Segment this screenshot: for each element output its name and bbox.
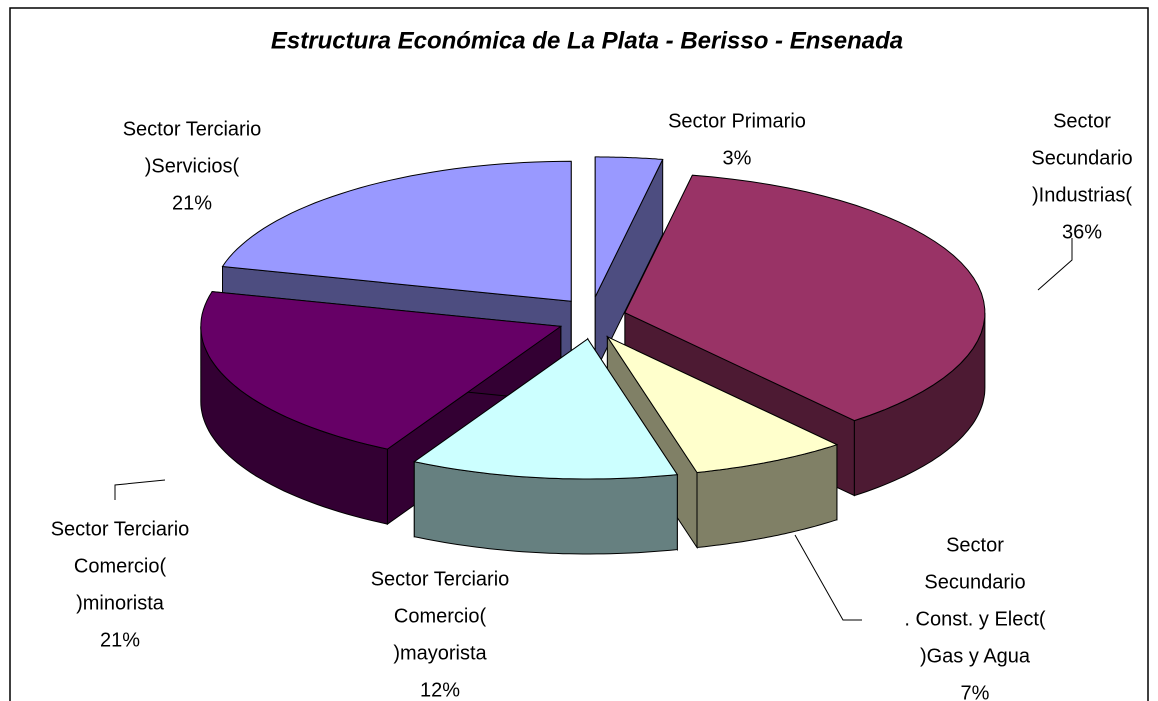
- leader-line: [1037, 238, 1073, 291]
- data-label: Sector: [946, 534, 1004, 556]
- data-label: . Const. y Elect(: [904, 608, 1045, 630]
- chart-title: Estructura Económica de La Plata - Beris…: [271, 27, 903, 54]
- data-label: Sector Primario: [668, 110, 806, 132]
- data-label: Secundario: [924, 571, 1025, 593]
- slice: [200, 291, 563, 450]
- pie: [200, 156, 986, 555]
- data-label: )mayorista: [393, 642, 487, 664]
- labels: Sector Primario 3% Sector Secundario )Indust…: [51, 110, 1133, 701]
- data-label: 21%: [100, 629, 140, 651]
- data-label: )Gas y Agua: [920, 645, 1031, 667]
- data-label: Sector Terciario: [123, 118, 262, 140]
- data-label: 36%: [1062, 221, 1102, 243]
- slice: [606, 335, 839, 474]
- data-label: )minorista: [76, 592, 165, 614]
- data-label: Comercio(: [394, 605, 487, 627]
- slice: [221, 160, 572, 302]
- data-label: Sector: [1053, 110, 1111, 132]
- slice: [624, 174, 986, 422]
- leader-lines: [114, 238, 1073, 621]
- data-label: 12%: [420, 679, 460, 701]
- leader-line: [114, 479, 166, 500]
- chart-frame: [9, 7, 1149, 701]
- data-label: Sector Terciario: [51, 518, 190, 540]
- data-label: 7%: [961, 682, 990, 701]
- data-label: 21%: [172, 192, 212, 214]
- data-label: )Servicios(: [145, 155, 240, 177]
- data-label: Sector Terciario: [371, 568, 510, 590]
- leader-line: [794, 534, 862, 621]
- data-label: Secundario: [1031, 147, 1132, 169]
- data-label: )Industrias(: [1032, 184, 1132, 206]
- slice: [413, 338, 679, 480]
- slice: [594, 156, 664, 298]
- data-label: 3%: [723, 147, 752, 169]
- data-label: Comercio(: [74, 555, 167, 577]
